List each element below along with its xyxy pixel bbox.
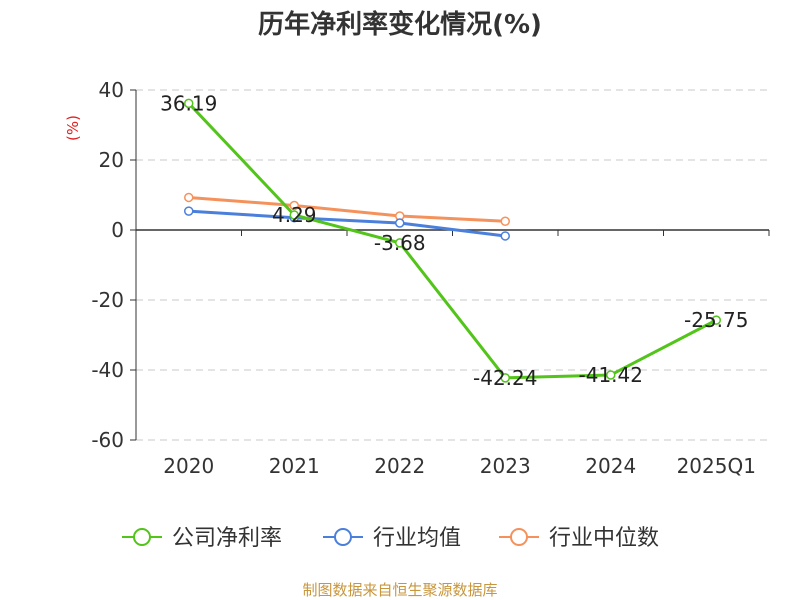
data-point: [289, 210, 299, 220]
series-line: [188, 209, 506, 238]
data-label: -41.42: [579, 363, 643, 387]
data-point: [184, 192, 194, 203]
x-tick-label: 2025Q1: [677, 454, 756, 478]
data-point: [395, 238, 405, 248]
chart-title: 历年净利率变化情况(%): [258, 9, 542, 40]
data-point: [289, 200, 299, 211]
y-tick-label: 40: [99, 78, 124, 102]
legend-label: 行业中位数: [549, 526, 659, 551]
legend-item[interactable]: 行业均值: [323, 526, 461, 551]
data-point: [500, 231, 510, 241]
grid-lines: [136, 89, 769, 441]
y-tick-label: -60: [91, 428, 124, 452]
data-point: [711, 315, 721, 325]
x-tick-label: 2020: [163, 454, 214, 478]
data-point: [184, 206, 194, 216]
data-label: -42.24: [473, 366, 537, 390]
data-label: 4.29: [272, 203, 317, 227]
y-tick-label: 0: [111, 218, 124, 242]
legend-marker: [133, 528, 151, 546]
legend-marker: [334, 528, 352, 546]
x-tick-label: 2022: [374, 454, 425, 478]
x-tick-label: 2024: [585, 454, 636, 478]
x-tick-label: 2021: [269, 454, 320, 478]
y-tick-label: 20: [99, 148, 124, 172]
y-tick-labels: 40 20 0 -20 -40 -60: [91, 78, 124, 452]
series-line: [188, 195, 506, 223]
x-tick-label: 2023: [480, 454, 531, 478]
legend[interactable]: 公司净利率 行业均值 行业中位数: [122, 526, 659, 551]
x-tick-labels: 2020 2021 2022 2023 2024 2025Q1: [163, 454, 756, 478]
legend-label: 公司净利率: [172, 526, 282, 551]
source-text: 制图数据来自恒生聚源数据库: [302, 581, 497, 599]
data-point: [606, 370, 616, 380]
data-label: -3.68: [374, 231, 426, 255]
data-label: 36.19: [160, 91, 217, 115]
legend-marker: [510, 528, 528, 546]
y-tick-label: -20: [91, 288, 124, 312]
data-point: [500, 216, 510, 226]
series-line: [187, 102, 717, 380]
legend-label: 行业均值: [373, 526, 461, 551]
legend-item[interactable]: 行业中位数: [499, 526, 659, 551]
legend-item[interactable]: 公司净利率: [122, 526, 282, 551]
data-label: -25.75: [684, 308, 748, 332]
y-tick-label: -40: [91, 358, 124, 382]
data-labels: 36.19 4.29 -3.68 -42.24 -41.42 -25.75: [160, 91, 748, 390]
y-axis-label: (%): [64, 115, 82, 141]
data-point: [500, 373, 510, 383]
data-point: [395, 218, 405, 228]
series-lines: [184, 98, 721, 383]
data-point: [184, 98, 194, 109]
